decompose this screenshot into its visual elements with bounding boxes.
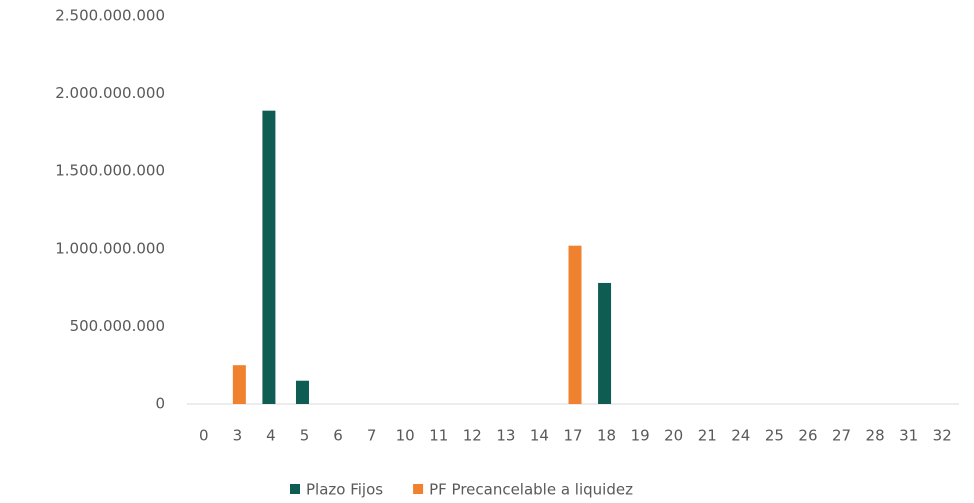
legend-label: PF Precancelable a liquidez — [429, 481, 633, 499]
y-tick-label: 2.000.000.000 — [55, 84, 165, 102]
x-tick-label: 14 — [530, 427, 549, 445]
x-tick-label: 28 — [866, 427, 885, 445]
bar — [568, 245, 582, 404]
x-tick-label: 17 — [563, 427, 582, 445]
x-tick-label: 25 — [765, 427, 784, 445]
y-tick-label: 1.500.000.000 — [55, 162, 165, 180]
x-tick-label: 7 — [367, 427, 377, 445]
bar — [598, 282, 612, 404]
y-tick-label: 1.000.000.000 — [55, 239, 165, 257]
x-tick-label: 0 — [199, 427, 209, 445]
legend-label: Plazo Fijos — [306, 481, 383, 499]
x-tick-label: 12 — [463, 427, 482, 445]
x-tick-label: 6 — [333, 427, 343, 445]
legend-swatch — [290, 484, 300, 494]
x-tick-label: 18 — [597, 427, 616, 445]
legend-swatch — [413, 484, 424, 494]
bar — [232, 365, 246, 404]
x-tick-label: 20 — [664, 427, 683, 445]
x-tick-label: 5 — [300, 427, 310, 445]
x-tick-label: 3 — [233, 427, 243, 445]
x-tick-label: 27 — [832, 427, 851, 445]
x-tick-label: 13 — [496, 427, 515, 445]
x-tick-label: 32 — [933, 427, 952, 445]
bar — [262, 110, 276, 404]
y-tick-label: 2.500.000.000 — [55, 7, 165, 25]
x-tick-label: 31 — [899, 427, 918, 445]
x-tick-label: 19 — [631, 427, 650, 445]
x-tick-label: 24 — [731, 427, 750, 445]
y-tick-label: 500.000.000 — [70, 317, 165, 335]
x-tick-label: 10 — [396, 427, 415, 445]
x-tick-label: 4 — [266, 427, 276, 445]
y-tick-label: 0 — [155, 395, 165, 413]
x-tick-label: 11 — [429, 427, 448, 445]
x-tick-label: 26 — [798, 427, 817, 445]
x-tick-label: 21 — [698, 427, 717, 445]
bar — [295, 380, 309, 404]
